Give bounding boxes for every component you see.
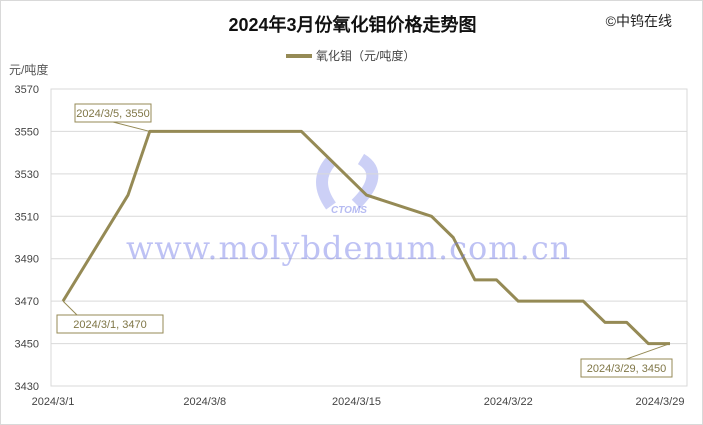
y-tick-label: 3450 [15,339,39,351]
logo-icon [316,153,379,210]
copyright: ©中钨在线 [605,13,672,29]
y-tick-label: 3570 [15,84,39,96]
plot-area [50,88,688,387]
y-tick-label: 3430 [15,381,39,393]
y-tick-label: 3490 [15,254,39,266]
annotation-box [580,358,673,378]
x-tick-label: 2024/3/1 [32,396,75,408]
annotation-box [56,314,164,334]
logo-text: CTOMS [331,205,367,216]
y-axis-label: 元/吨度 [9,63,49,77]
x-tick-label: 2024/3/22 [484,396,533,408]
annotation-label: 2024/3/1, 3470 [73,319,146,331]
legend: 氧化钼（元/吨度） [286,47,415,64]
x-tick-label: 2024/3/29 [636,396,685,408]
annotation-leader [62,300,78,316]
y-tick-label: 3470 [15,296,39,308]
annotation-leader [626,343,671,360]
watermark: www.molybdenum.com.cn [126,229,572,267]
annotation-label: 2024/3/29, 3450 [587,363,667,375]
chart-title: 2024年3月份氧化钼价格走势图 [228,15,477,35]
x-tick-label: 2024/3/15 [332,396,381,408]
annotation-box [74,103,152,123]
price-line [61,129,670,346]
legend-swatch [286,53,312,58]
legend-label: 氧化钼（元/吨度） [316,49,416,63]
annotation-label: 2024/3/5, 3550 [76,108,149,120]
y-tick-label: 3530 [15,169,39,181]
x-tick-label: 2024/3/8 [183,396,226,408]
annotation-leader [112,121,150,132]
y-tick-label: 3550 [15,126,39,138]
y-tick-label: 3510 [15,211,39,223]
